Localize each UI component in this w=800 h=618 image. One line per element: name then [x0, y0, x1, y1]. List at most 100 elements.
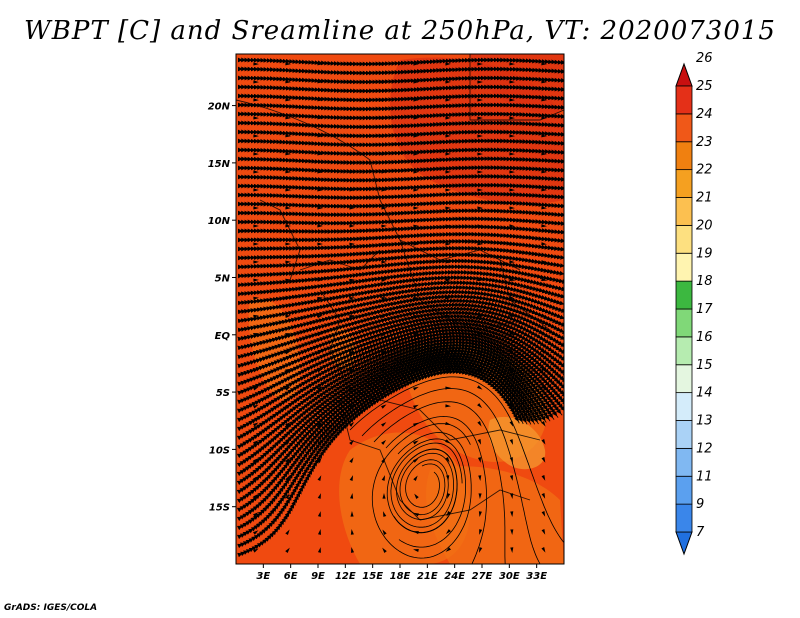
streamline-arrow — [253, 116, 259, 120]
streamline-arrow — [317, 296, 323, 300]
colorbar-segment — [675, 475, 693, 505]
streamline-arrow — [317, 98, 323, 102]
streamline — [238, 199, 564, 209]
streamline-arrow — [317, 260, 323, 264]
colorbar-top-arrow — [675, 62, 693, 87]
streamline-arrow — [253, 206, 259, 210]
streamline-arrow — [509, 475, 513, 481]
streamline — [238, 129, 564, 139]
colorbar-segment — [675, 364, 693, 394]
colorbar-label: 26 — [696, 51, 713, 66]
streamline — [237, 224, 564, 235]
streamline-arrow — [285, 116, 291, 120]
streamline-arrow — [541, 295, 547, 299]
colorbar-segment — [675, 252, 693, 282]
streamline-arrow — [253, 332, 259, 337]
streamline-arrow — [317, 206, 323, 210]
colorbar-label: 14 — [696, 386, 713, 401]
streamline-arrow — [477, 421, 482, 427]
streamline-arrow — [381, 116, 387, 120]
streamline-arrow — [381, 224, 387, 228]
streamline-arrow — [253, 440, 259, 445]
streamline-arrow — [285, 62, 291, 66]
streamline-arrow — [349, 475, 354, 481]
streamline-arrow — [413, 116, 419, 120]
streamline-arrow — [349, 224, 355, 228]
streamline — [238, 57, 564, 67]
streamline-arrow — [541, 385, 546, 391]
colorbar-segment — [675, 197, 693, 226]
streamline-arrow — [413, 296, 419, 300]
streamline-arrow — [317, 242, 323, 246]
colorbar-label: 7 — [696, 525, 705, 540]
colorbar-segment — [675, 280, 693, 310]
streamline-arrow — [445, 296, 451, 300]
streamline-arrow — [253, 278, 259, 282]
chart-title: WBPT [C] and Sreamline at 250hPa, VT: 20… — [24, 16, 776, 46]
streamline-arrow — [317, 62, 323, 66]
streamline-arrow — [413, 170, 419, 174]
streamline-arrow — [446, 475, 450, 481]
streamline-arrow — [317, 170, 323, 174]
y-tick-label: 10N — [208, 216, 231, 227]
streamline-arrow — [349, 62, 355, 66]
colorbar-label: 23 — [696, 135, 713, 150]
streamline-arrow — [541, 475, 546, 481]
streamline-arrow — [285, 188, 291, 192]
streamline-arrow — [541, 62, 547, 66]
streamline-arrow — [381, 296, 387, 300]
streamline-arrow — [477, 206, 483, 210]
streamline-arrow — [285, 475, 290, 481]
streamline-arrow — [413, 440, 419, 445]
streamline-arrow — [413, 98, 419, 102]
streamline-arrow — [541, 439, 546, 445]
x-tick-label: 21E — [417, 571, 438, 582]
streamline-arrow — [541, 224, 547, 228]
streamline-arrow — [510, 547, 514, 553]
streamline-arrow — [478, 511, 482, 517]
streamline-arrow — [382, 493, 386, 499]
streamline-arrow — [509, 116, 515, 120]
streamline — [371, 423, 472, 559]
streamline-arrow — [349, 80, 355, 84]
streamline-arrow — [541, 260, 547, 264]
streamline-arrow — [445, 188, 451, 192]
streamline-arrow — [509, 421, 514, 427]
streamline-arrow — [477, 62, 483, 66]
streamline-arrow — [477, 278, 483, 282]
streamline-arrow — [253, 369, 259, 373]
streamline-arrow — [253, 422, 259, 427]
streamline — [349, 376, 564, 544]
colorbar-label: 17 — [696, 302, 713, 317]
streamline-arrow — [317, 116, 323, 120]
streamline-arrow — [413, 404, 419, 409]
streamline-arrow — [381, 62, 387, 66]
streamline-arrow — [253, 98, 259, 102]
colorbar-segment — [675, 308, 693, 338]
streamline-arrow — [349, 315, 355, 319]
streamline-arrow — [349, 386, 355, 391]
streamline-arrow — [509, 224, 515, 228]
y-tick-label: 20N — [208, 102, 231, 113]
streamline-arrow — [285, 439, 291, 445]
colorbar-segment — [675, 169, 693, 198]
streamline-arrow — [445, 98, 451, 102]
x-tick-label: 30E — [499, 571, 520, 582]
streamline-arrow — [479, 547, 483, 553]
colorbar-label: 21 — [696, 191, 713, 206]
streamline-arrow — [541, 367, 547, 373]
streamline-arrow — [381, 278, 387, 282]
x-tick-label: 3E — [256, 571, 270, 582]
streamline-arrow — [477, 385, 483, 390]
streamline-arrow — [477, 152, 483, 156]
y-tick-label: 15N — [208, 159, 231, 170]
streamline-arrow — [317, 547, 321, 553]
streamline — [238, 173, 564, 183]
streamline-arrow — [253, 458, 259, 463]
streamline-arrow — [253, 296, 259, 300]
streamline-arrow — [541, 98, 547, 102]
streamline-arrow — [413, 152, 419, 156]
streamline-arrow — [317, 278, 323, 282]
streamline-arrow — [253, 170, 259, 174]
streamline-arrow — [285, 511, 290, 517]
